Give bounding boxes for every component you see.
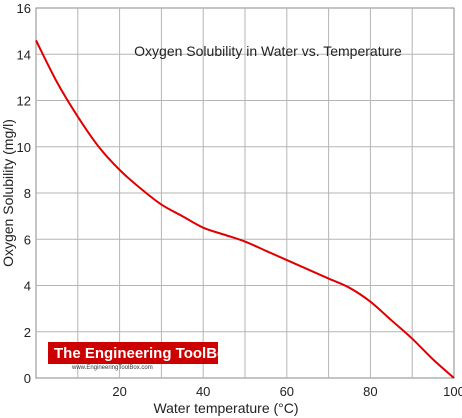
x-axis-label: Water temperature (°C) — [153, 400, 298, 416]
series-layer — [35, 39, 455, 379]
y-tick-label: 4 — [24, 279, 31, 294]
y-tick-label: 16 — [17, 1, 31, 16]
x-tick-label: 40 — [196, 384, 210, 399]
series-line — [35, 39, 455, 379]
y-axis-label: Oxygen Solubility (mg/l) — [0, 119, 16, 267]
grid — [36, 8, 454, 378]
y-tick-label: 10 — [17, 140, 31, 155]
y-tick-label: 0 — [24, 371, 31, 386]
watermark-brand: The Engineering ToolBox — [54, 345, 235, 362]
watermark-box — [48, 342, 218, 364]
tick-labels: 0 2 4 6 8 10 12 14 16 20 40 60 80 100 — [17, 1, 462, 399]
x-tick-label: 100 — [443, 384, 462, 399]
y-tick-label: 6 — [24, 232, 31, 247]
x-tick-label: 80 — [363, 384, 377, 399]
y-tick-label: 8 — [24, 186, 31, 201]
y-tick-label: 14 — [17, 47, 31, 62]
y-tick-label: 2 — [24, 325, 31, 340]
watermark-url: www.EngineeringToolBox.com — [71, 365, 153, 371]
watermark: The Engineering ToolBox www.EngineeringT… — [48, 342, 235, 371]
y-tick-label: 12 — [17, 94, 31, 109]
x-tick-label: 20 — [112, 384, 126, 399]
x-tick-label: 60 — [280, 384, 294, 399]
chart-title: Oxygen Solubility in Water vs. Temperatu… — [134, 43, 402, 59]
